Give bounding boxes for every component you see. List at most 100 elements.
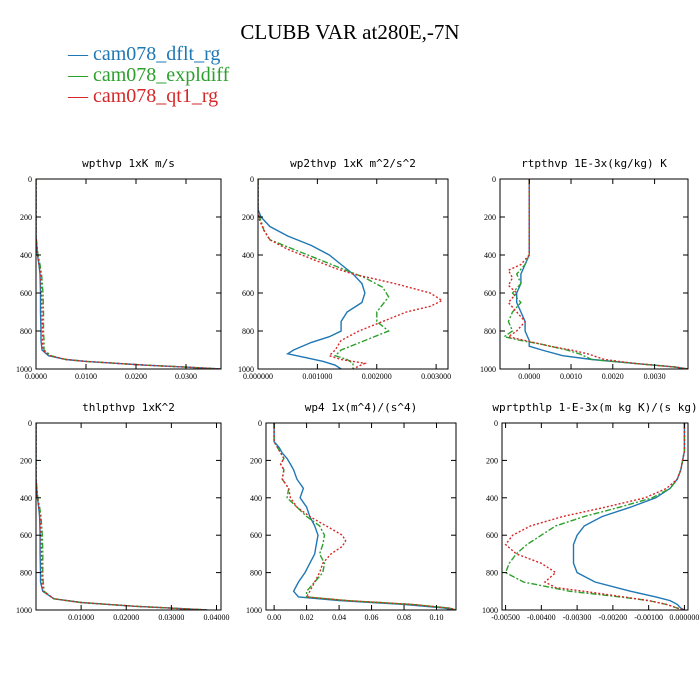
x-tick-label: 0.002000	[362, 372, 392, 381]
y-tick-label: 200	[242, 213, 254, 222]
x-tick-label: 0.03000	[158, 613, 184, 622]
series-line-1	[36, 179, 221, 369]
legend-label: cam078_qt1_rg	[93, 85, 219, 107]
x-tick-label: 0.001000	[302, 372, 332, 381]
y-tick-label: 800	[20, 569, 32, 578]
y-tick-label: 600	[250, 531, 262, 540]
x-tick-label: -0.00300	[563, 613, 592, 622]
y-tick-label: 800	[20, 327, 32, 336]
figure-title: CLUBB VAR at280E,-7N	[240, 20, 460, 44]
x-tick-label: 0.0100	[75, 372, 97, 381]
legend: — cam078_dflt_rg — cam078_expldiff — cam…	[68, 44, 229, 107]
panel-title: wp4 1x(m^4)/(s^4)	[305, 401, 418, 414]
y-tick-label: 800	[486, 569, 498, 578]
panel-title: wpthvp 1xK m/s	[82, 157, 175, 170]
x-tick-label: -0.00100	[634, 613, 663, 622]
x-tick-label: 0.0010	[560, 372, 582, 381]
plot-frame	[265, 422, 457, 611]
x-tick-label: 0.02	[300, 613, 314, 622]
x-tick-label: 0.06	[365, 613, 379, 622]
x-tick-label: -0.00500	[491, 613, 520, 622]
y-tick-label: 600	[486, 531, 498, 540]
series-line-3	[36, 179, 221, 369]
x-tick-label: 0.0000	[518, 372, 540, 381]
y-tick-label: 1000	[246, 606, 262, 615]
series-line-2	[258, 179, 390, 369]
y-tick-label: 1000	[480, 365, 496, 374]
x-tick-label: 0.08	[397, 613, 411, 622]
panel-title: wp2thvp 1xK m^2/s^2	[290, 157, 416, 170]
series-line-2	[502, 179, 688, 369]
series-line-2	[36, 423, 208, 610]
x-tick-label: -0.00400	[527, 613, 556, 622]
series-line-3	[273, 423, 456, 610]
y-tick-label: 600	[484, 289, 496, 298]
y-tick-label: 1000	[482, 606, 498, 615]
series-line-1	[572, 423, 686, 610]
series-line-3	[506, 179, 688, 369]
y-tick-label: 200	[250, 456, 262, 465]
series-line-2	[36, 179, 221, 369]
x-tick-label: 0.000000	[669, 613, 699, 622]
y-tick-label: 400	[20, 494, 32, 503]
x-tick-label: 0.0300	[175, 372, 197, 381]
x-tick-label: 0.000000	[243, 372, 273, 381]
y-tick-label: 800	[250, 569, 262, 578]
plot-frame	[35, 422, 222, 611]
y-tick-label: 800	[484, 327, 496, 336]
y-tick-label: 0	[494, 419, 498, 428]
plot-frame	[257, 178, 449, 370]
plot-frame	[35, 178, 222, 370]
panel-6: wprtpthlp 1-E-3x(m kg K)/(s kg) 0 200 400 60…	[482, 401, 699, 622]
legend-label: cam078_expldiff	[93, 64, 230, 86]
y-tick-label: 1000	[238, 365, 254, 374]
x-tick-label: 0.00	[267, 613, 281, 622]
y-tick-label: 200	[20, 213, 32, 222]
legend-entry-dflt: — cam078_dflt_rg	[68, 43, 221, 65]
y-tick-label: 600	[242, 289, 254, 298]
series-line-1	[36, 423, 208, 610]
y-tick-label: 600	[20, 289, 32, 298]
y-tick-label: 1000	[16, 365, 32, 374]
x-tick-label: 0.003000	[421, 372, 451, 381]
series-line-3	[504, 423, 686, 610]
y-tick-label: 0	[250, 175, 254, 184]
x-tick-label: 0.0200	[125, 372, 147, 381]
plot-frame	[499, 178, 689, 370]
x-tick-label: 0.04000	[203, 613, 229, 622]
y-tick-label: 1000	[16, 606, 32, 615]
x-tick-label: 0.10	[430, 613, 444, 622]
y-tick-label: 400	[242, 251, 254, 260]
y-tick-label: 0	[258, 419, 262, 428]
panel-2: wp2thvp 1xK m^2/s^2020040060080010000.00…	[238, 157, 451, 381]
series-line-3	[258, 179, 444, 369]
y-tick-label: 600	[20, 531, 32, 540]
plot-frame	[501, 422, 689, 611]
y-tick-label: 0	[28, 419, 32, 428]
panel-3: rtpthvp 1E-3x(kg/kg) K 0 200 400 600 800 1000 0…	[480, 157, 689, 381]
y-tick-label: 400	[484, 251, 496, 260]
panel-title: wprtpthlp 1-E-3x(m kg K)/(s kg)	[492, 401, 697, 414]
y-tick-label: 0	[492, 175, 496, 184]
y-tick-label: 400	[250, 494, 262, 503]
x-tick-label: 0.01000	[68, 613, 94, 622]
panel-5: wp4 1x(m^4)/(s^4) 0 200 400 600 800 1000 0.00 0.…	[246, 401, 457, 622]
legend-entry-qt1: — cam078_qt1_rg	[68, 85, 219, 107]
x-tick-label: 0.0030	[644, 372, 666, 381]
series-line-1	[258, 179, 366, 369]
legend-entry-expldiff: — cam078_expldiff	[68, 64, 230, 86]
y-tick-label: 800	[242, 327, 254, 336]
series-line-3	[36, 423, 208, 610]
y-tick-label: 400	[486, 494, 498, 503]
x-tick-label: 0.04	[332, 613, 346, 622]
y-tick-label: 400	[20, 251, 32, 260]
series-line-2	[273, 423, 456, 610]
series-line-1	[273, 423, 453, 610]
x-tick-label: 0.02000	[113, 613, 139, 622]
series-line-1	[516, 179, 688, 369]
y-tick-label: 200	[484, 213, 496, 222]
legend-label: cam078_dflt_rg	[93, 43, 221, 65]
panel-4: thlpthvp 1xK^2 0 200 400 600 800 1000 0.01000 0.…	[16, 401, 229, 622]
